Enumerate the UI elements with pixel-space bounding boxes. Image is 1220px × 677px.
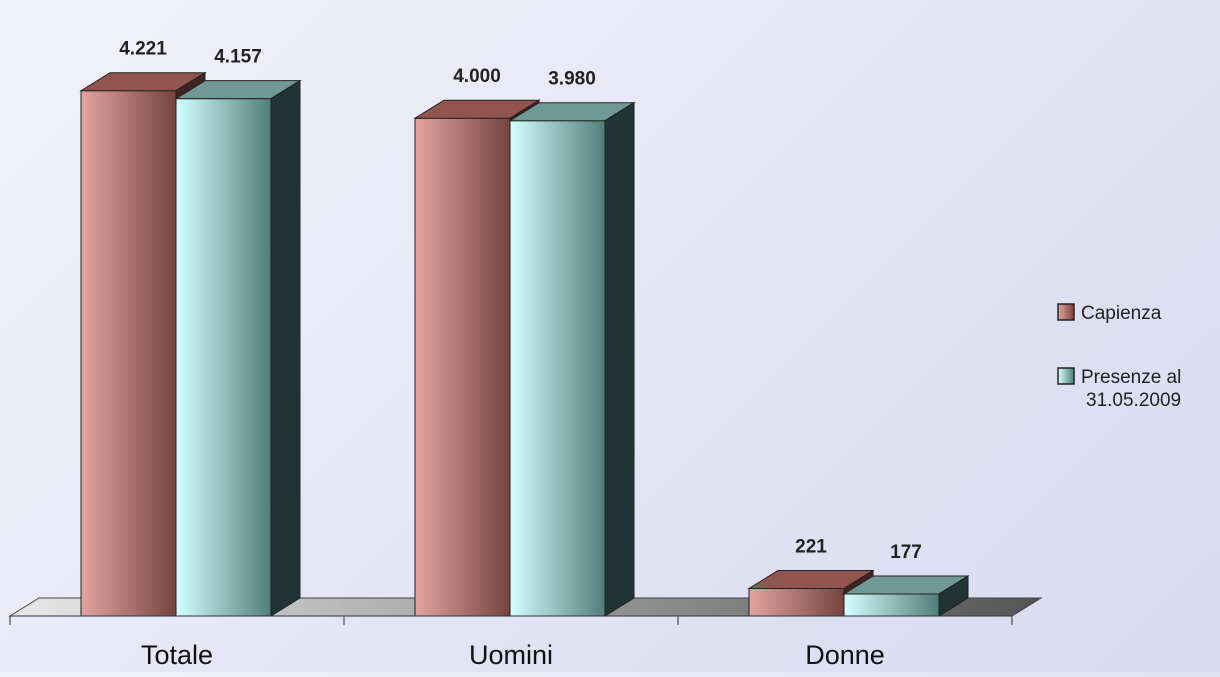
value-label: 221: [795, 536, 827, 557]
bar-front: [509, 120, 606, 617]
bar-presenze-totale: [174, 79, 302, 617]
legend-swatch: [1057, 367, 1075, 385]
bar-presenze-donne: [842, 575, 970, 617]
legend-swatch: [1057, 303, 1075, 321]
legend-label: Capienza: [1081, 303, 1162, 324]
legend-label: 31.05.2009: [1086, 390, 1181, 411]
category-label: Totale: [141, 640, 213, 670]
category-axis: Totale Uomini Donne: [9, 615, 1013, 670]
bar-front: [80, 90, 177, 617]
value-label: 4.221: [119, 39, 167, 60]
category-label: Uomini: [469, 640, 553, 670]
bar-side: [270, 79, 301, 617]
value-labels-group: 4.221 4.157 4.000 3.980 221 177: [119, 39, 922, 563]
legend-item-capienza: Capienza: [1057, 303, 1162, 324]
value-label: 3.980: [548, 69, 596, 90]
bar-front: [175, 98, 272, 617]
bar-front: [843, 593, 940, 617]
bar-side: [938, 575, 969, 617]
value-label: 4.000: [453, 66, 501, 87]
bar-presenze-uomini: [508, 101, 636, 617]
bars-group: [79, 71, 970, 617]
bar-front: [748, 587, 845, 617]
value-label: 177: [890, 542, 922, 563]
bar-front: [414, 117, 511, 617]
legend-label: Presenze al: [1081, 367, 1181, 388]
category-label: Donne: [805, 640, 885, 670]
value-label: 4.157: [214, 47, 262, 68]
bar-side: [604, 101, 635, 617]
